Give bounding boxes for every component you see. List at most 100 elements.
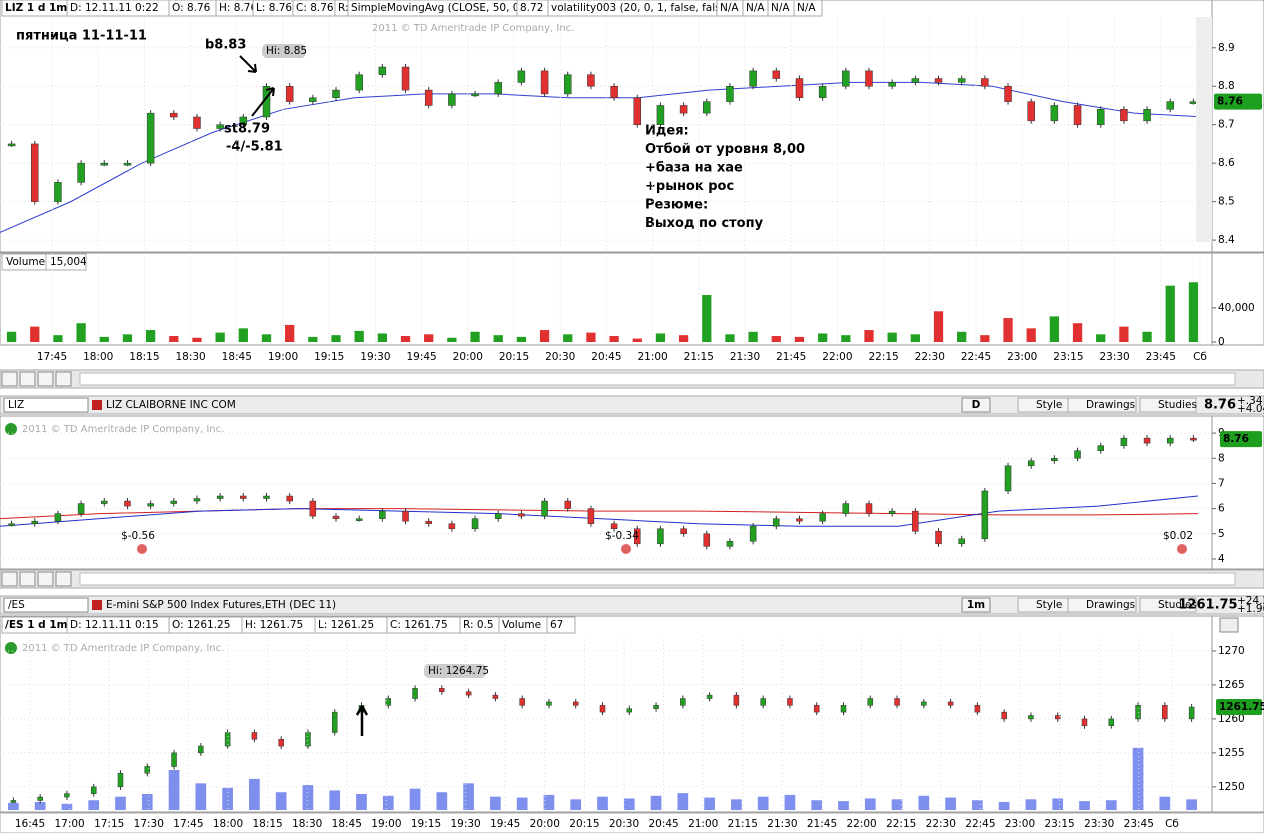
candle [147,503,154,507]
header-text: L: 8.76 [256,2,292,14]
candle [465,691,472,696]
date-note: пятница 11-11-11 [16,29,147,44]
candle [572,701,579,706]
candle [840,705,847,713]
price-tag [1214,93,1262,110]
symbol-icon [92,600,102,610]
volume-bar [678,335,689,342]
tool-button[interactable] [1,571,18,587]
candle [587,74,595,87]
volume-bar [650,795,662,810]
candle [772,70,781,79]
y-tick-label: 8.7 [1218,119,1235,131]
symbol: LIZ [8,399,24,411]
time-label: 20:45 [591,351,621,363]
time-label: 17:30 [134,818,164,830]
volume-bar [30,326,40,342]
tool-button[interactable] [1,371,18,387]
info-icon[interactable] [5,642,17,654]
annotation: Hi: 1264.75 [428,665,489,677]
candle [706,694,713,699]
candle [332,515,340,519]
time-label: 22:00 [822,351,852,363]
symbol-input[interactable] [3,597,89,613]
symbol-input[interactable] [3,397,89,413]
volume-bar [195,783,207,810]
header-text: N/A [746,2,765,14]
time-label: 22:15 [886,818,916,830]
period-button[interactable] [961,397,991,413]
y-tick-label: 4 [1218,553,1225,565]
time-label: 21:45 [807,818,837,830]
tool-button[interactable] [37,571,54,587]
toolbar-button[interactable] [1067,397,1137,413]
time-label: 21:00 [637,351,667,363]
y-tick-label: 7 [1218,477,1225,489]
header-text: N/A [771,2,790,14]
candle [402,510,409,522]
tool-button[interactable] [55,371,72,387]
scrollbar[interactable] [79,572,1236,586]
watermark: 2011 © TD Ameritrade IP Company, Inc. [22,643,224,654]
tool-button[interactable] [19,371,36,387]
candle [633,97,642,125]
candle [379,510,386,519]
time-label: 18:30 [292,818,322,830]
candle [1120,437,1128,446]
volume-bar [980,335,990,342]
candle [1190,437,1197,441]
tool-button[interactable] [55,571,72,587]
volume-bar [99,336,109,342]
candle [331,711,338,733]
time-label: 23:45 [1124,818,1154,830]
candle [448,523,456,529]
time-label: 19:15 [314,351,344,363]
volume-bar [88,800,100,810]
candle [1166,101,1174,110]
header-text: N/A [797,2,816,14]
candle [448,93,456,106]
volume-bar [1025,799,1037,810]
candle [1004,85,1012,102]
header-text: O: 8.76 [172,2,211,14]
candle [865,70,873,87]
y-tick-label: 0 [1218,336,1225,348]
time-label: 19:00 [371,818,401,830]
candle [679,105,688,114]
volume-bar [516,336,527,342]
candle [1028,715,1034,720]
earnings-icon[interactable] [621,544,631,554]
candle [1162,705,1168,720]
candle [1143,437,1151,444]
candle [1027,101,1035,122]
idea-text: Выход по стопу [645,216,764,231]
y-tick-label: 1265 [1218,679,1245,691]
volume-bar [570,799,582,810]
volume-bar [609,336,619,342]
header-cell [546,616,576,634]
tool-button[interactable] [37,371,54,387]
volume-bar [933,311,944,342]
header-cell [45,253,87,271]
candle [170,112,178,118]
study-icon[interactable] [1219,617,1239,633]
header-text: O: 1261.25 [172,619,230,631]
volume-bar [1142,331,1152,342]
tool-button[interactable] [19,571,36,587]
scrollbar[interactable] [79,372,1236,386]
volume-bar [702,295,712,342]
candle [54,182,62,202]
y-tick-label: 40,000 [1218,302,1255,314]
header-text: L: 1261.25 [318,619,374,631]
time-label: 19:30 [360,351,390,363]
toolbar-button[interactable] [1139,597,1197,613]
earnings-icon[interactable] [1177,544,1187,554]
candle [517,70,526,83]
period-button[interactable] [961,597,991,613]
toolbar-button[interactable] [1139,397,1197,413]
toolbar-button[interactable] [1067,597,1137,613]
earnings-icon[interactable] [137,544,147,554]
header-text: Volume [502,619,541,631]
volume-bar [818,333,828,342]
info-icon[interactable] [5,423,17,435]
